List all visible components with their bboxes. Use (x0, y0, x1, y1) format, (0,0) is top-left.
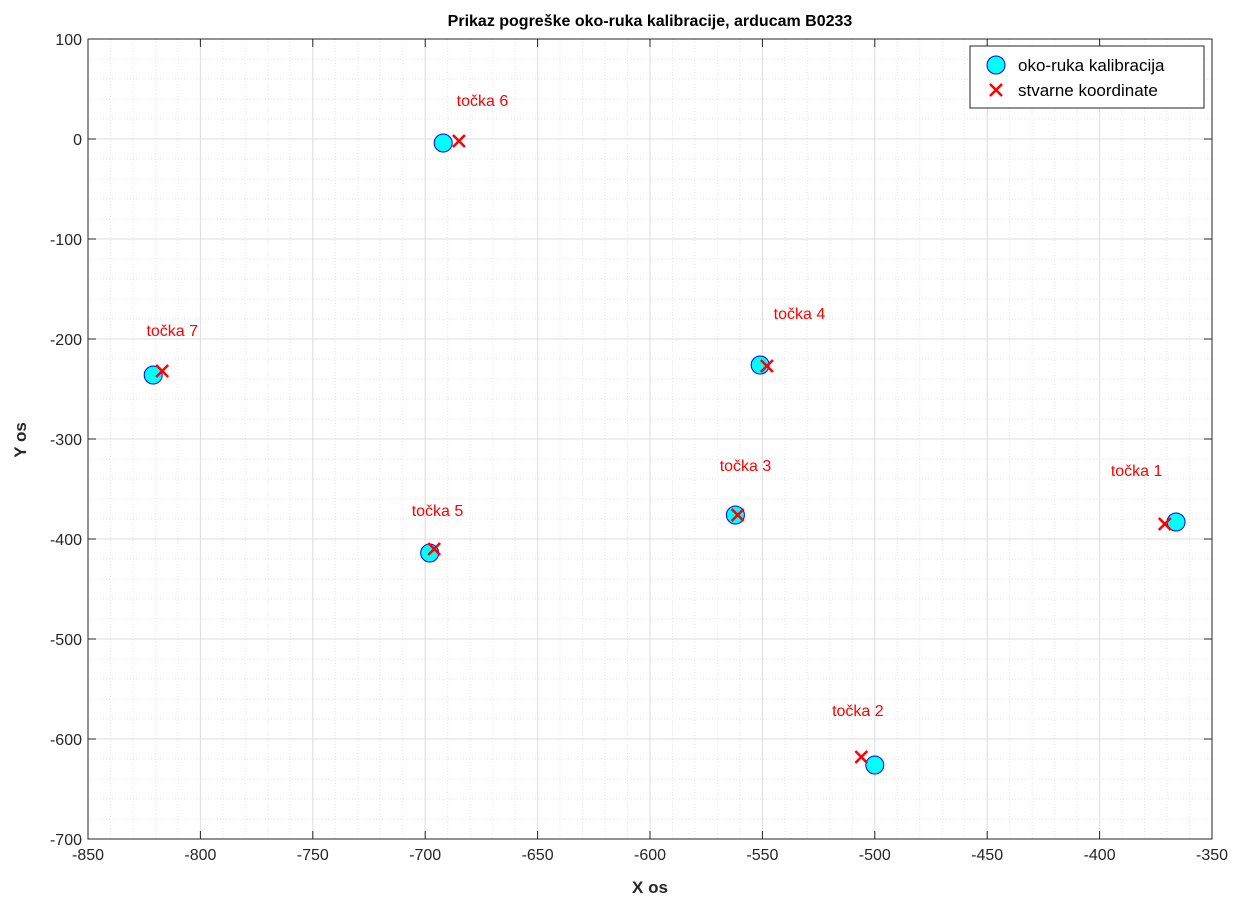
true-coordinate-point (854, 750, 869, 764)
x-tick-label: -500 (859, 847, 891, 864)
y-axis-ticks: 100 0 -100 -200 -300 -400 -500 -600 -700 (50, 32, 1212, 849)
y-tick-label: -400 (50, 532, 82, 549)
cross-stroke (427, 542, 442, 556)
cross-stroke (760, 359, 774, 373)
x-axis-label: X os (632, 878, 668, 897)
legend: oko-ruka kalibracija stvarne koordinate (969, 45, 1205, 109)
x-tick-label: -850 (72, 847, 104, 864)
y-tick-label: -500 (50, 632, 82, 649)
x-axis-ticks: -850 -800 -750 -700 -650 -600 -550 -500 -450 -400… (72, 39, 1228, 864)
x-tick-label: -450 (971, 847, 1003, 864)
point-annotation: točka 4 (774, 306, 826, 323)
point-annotation: točka 3 (720, 458, 772, 475)
y-tick-label: -700 (50, 832, 82, 849)
x-tick-label: -550 (746, 847, 778, 864)
legend-entry-label: stvarne koordinate (1018, 81, 1158, 100)
true-coordinate-point (1157, 517, 1172, 531)
data-markers (143, 133, 1186, 775)
point-annotation: točka 6 (457, 93, 509, 110)
x-tick-label: -750 (297, 847, 329, 864)
legend-marker-circle (986, 55, 1006, 75)
true-coordinate-point (730, 508, 745, 522)
legend-box (969, 45, 1205, 109)
point-annotation: točka 2 (832, 703, 884, 720)
point-annotations: točka 1 točka 2 točka 3 točka 4 točka 5 točka… (146, 93, 1162, 720)
x-tick-label: -350 (1196, 847, 1228, 864)
true-coordinate-point (760, 359, 774, 373)
calibration-point (725, 505, 745, 525)
y-tick-label: -100 (50, 232, 82, 249)
y-tick-label: 100 (55, 32, 82, 49)
cross-stroke (730, 508, 745, 522)
calibration-point (433, 133, 453, 153)
point-annotation: točka 1 (1111, 463, 1163, 480)
x-tick-label: -600 (634, 847, 666, 864)
calibration-point (865, 755, 885, 775)
x-tick-label: -700 (409, 847, 441, 864)
cross-stroke (1157, 517, 1172, 531)
x-tick-label: -650 (522, 847, 554, 864)
y-axis-label: Y os (11, 422, 30, 458)
y-tick-label: -200 (50, 332, 82, 349)
true-coordinate-point (427, 542, 442, 556)
cross-stroke (452, 134, 466, 148)
cross-stroke (989, 83, 1003, 97)
x-tick-label: -800 (184, 847, 216, 864)
point-annotation: točka 5 (412, 503, 464, 520)
y-tick-label: -300 (50, 432, 82, 449)
legend-entry-label: oko-ruka kalibracija (1018, 56, 1165, 75)
calibration-point (143, 365, 163, 385)
cross-stroke (155, 364, 170, 378)
true-coordinate-point (452, 134, 466, 148)
chart-title: Prikaz pogreške oko-ruka kalibracije, ar… (448, 13, 853, 30)
y-tick-label: 0 (73, 132, 82, 149)
x-tick-label: -400 (1084, 847, 1116, 864)
cross-stroke (854, 750, 869, 764)
true-coordinate-point (155, 364, 170, 378)
y-tick-label: -600 (50, 732, 82, 749)
legend-marker-cross (989, 83, 1003, 97)
point-annotation: točka 7 (146, 323, 198, 340)
